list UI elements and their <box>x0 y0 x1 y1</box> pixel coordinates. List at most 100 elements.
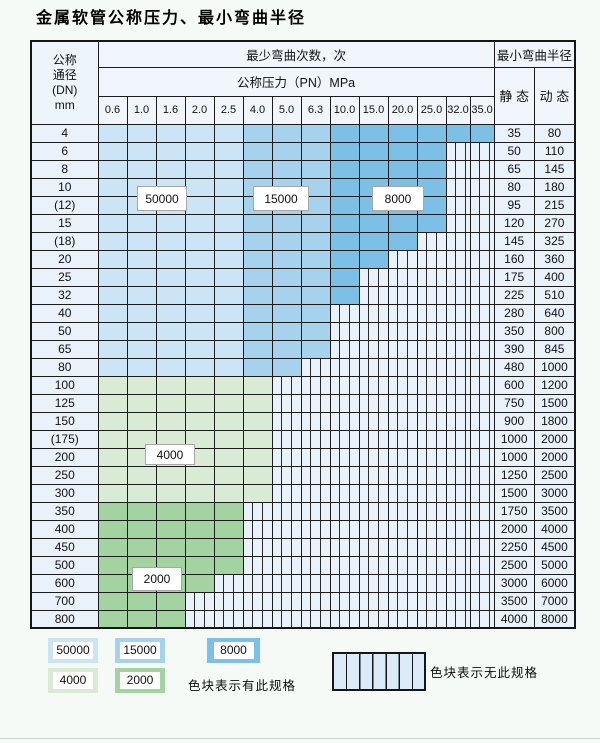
no-spec-cell <box>387 249 418 269</box>
no-spec-cell <box>416 393 447 413</box>
spec-table-wrap: 公称 通径 (DN) mm 最少弯曲次数，次 最小弯曲半径 公称压力（PN）MPa 静 态动 … <box>30 40 577 629</box>
spec-cell <box>300 249 331 269</box>
spec-cell <box>213 465 244 485</box>
spec-cell <box>97 465 128 485</box>
spec-cell <box>242 303 273 323</box>
spec-cell <box>97 519 128 539</box>
no-spec-cell <box>300 411 331 431</box>
spec-cell <box>97 537 128 557</box>
no-spec-cell <box>300 573 331 593</box>
no-spec-cell <box>445 411 471 431</box>
no-spec-cell <box>387 393 418 413</box>
dynamic-radius-cell: 1200 <box>533 375 576 395</box>
dynamic-radius-cell: 145 <box>533 159 576 179</box>
no-spec-cell <box>445 447 471 467</box>
spec-cell <box>126 357 157 377</box>
no-spec-cell <box>242 573 273 593</box>
no-spec-cell <box>469 483 495 503</box>
table-header: 公称 通径 (DN) mm 最少弯曲次数，次 最小弯曲半径 公称压力（PN）MPa 静 态动 … <box>30 40 576 125</box>
cycles-label-8000: 8000 <box>372 186 424 211</box>
no-spec-cell <box>358 447 389 467</box>
spec-cell <box>213 501 244 521</box>
spec-cell <box>213 213 244 233</box>
no-spec-cell <box>213 609 244 629</box>
no-spec-cell <box>416 537 447 557</box>
no-spec-cell <box>329 501 360 521</box>
static-radius-cell: 35 <box>493 123 535 143</box>
no-spec-cell <box>445 177 471 197</box>
spec-cell <box>300 285 331 305</box>
no-spec-cell <box>416 501 447 521</box>
no-spec-cell <box>358 285 389 305</box>
no-spec-cell <box>416 555 447 575</box>
dn-cell: 500 <box>30 555 99 575</box>
spec-cell <box>155 249 186 269</box>
dn-cell: 10 <box>30 177 99 197</box>
spec-cell <box>242 411 273 431</box>
spec-cell <box>213 555 244 575</box>
spec-cell <box>213 159 244 179</box>
no-spec-cell <box>358 393 389 413</box>
dn-cell: 65 <box>30 339 99 359</box>
cycles-label-4000: 4000 <box>145 444 195 465</box>
dynamic-radius-cell: 640 <box>533 303 576 323</box>
no-spec-cell <box>469 249 495 269</box>
no-spec-cell <box>387 465 418 485</box>
spec-cell <box>387 123 418 143</box>
no-spec-cell <box>329 393 360 413</box>
spec-cell <box>126 231 157 251</box>
spec-cell <box>271 357 302 377</box>
no-spec-cell <box>242 501 273 521</box>
no-spec-cell <box>416 483 447 503</box>
spec-cell <box>300 141 331 161</box>
no-spec-cell <box>300 537 331 557</box>
dn-cell: 8 <box>30 159 99 179</box>
no-spec-cell <box>416 285 447 305</box>
spec-cell <box>184 555 215 575</box>
no-spec-cell <box>329 357 360 377</box>
no-spec-cell <box>416 231 447 251</box>
table-row: 6 50 110 <box>30 141 576 161</box>
static-radius-cell: 750 <box>493 393 535 413</box>
spec-cell <box>213 339 244 359</box>
spec-cell <box>300 123 331 143</box>
dynamic-radius-cell: 1000 <box>533 357 576 377</box>
spec-cell <box>184 519 215 539</box>
dn-cell: (12) <box>30 195 99 215</box>
table-row: 80 480 1000 <box>30 357 576 377</box>
spec-cell <box>126 375 157 395</box>
no-spec-cell <box>271 429 302 449</box>
no-spec-cell <box>329 411 360 431</box>
no-spec-cell <box>387 519 418 539</box>
no-spec-cell <box>445 429 471 449</box>
spec-cell <box>126 159 157 179</box>
pressure-col-header: 0.6 <box>97 95 128 125</box>
pressure-col-header: 10.0 <box>329 95 360 125</box>
no-spec-cell <box>469 177 495 197</box>
spec-cell <box>97 591 128 611</box>
no-spec-cell <box>416 375 447 395</box>
no-spec-cell <box>184 591 215 611</box>
pressure-col-header: 2.0 <box>184 95 215 125</box>
legend-swatch-label: 50000 <box>53 642 93 659</box>
no-spec-cell <box>271 501 302 521</box>
no-spec-cell <box>387 321 418 341</box>
no-spec-cell <box>416 519 447 539</box>
table-row: 15 120 270 <box>30 213 576 233</box>
no-spec-cell <box>416 465 447 485</box>
spec-cell <box>184 303 215 323</box>
dynamic-radius-cell: 1800 <box>533 411 576 431</box>
static-radius-cell: 2000 <box>493 519 535 539</box>
no-spec-cell <box>469 609 495 629</box>
no-spec-cell <box>271 519 302 539</box>
spec-cell <box>155 159 186 179</box>
spec-cell <box>213 303 244 323</box>
spec-table: 公称 通径 (DN) mm 最少弯曲次数，次 最小弯曲半径 公称压力（PN）MPa 静 态动 … <box>30 40 577 629</box>
spec-cell <box>97 123 128 143</box>
no-spec-cell <box>387 609 418 629</box>
spec-cell <box>242 357 273 377</box>
spec-cell <box>271 213 302 233</box>
spec-cell <box>126 213 157 233</box>
dn-cell: 250 <box>30 465 99 485</box>
